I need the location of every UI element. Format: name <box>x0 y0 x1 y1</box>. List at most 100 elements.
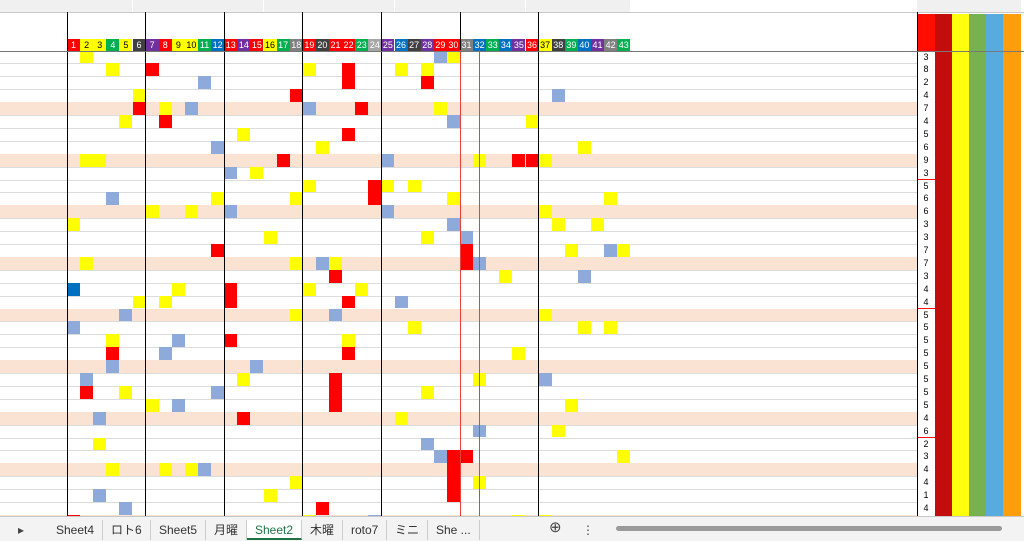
number-cell[interactable] <box>512 153 526 167</box>
number-cell[interactable] <box>433 50 447 64</box>
number-cell[interactable] <box>67 282 81 296</box>
number-cell[interactable] <box>316 360 329 373</box>
number-cell[interactable] <box>355 282 369 296</box>
number-cell[interactable] <box>420 63 434 77</box>
number-cell[interactable] <box>80 153 94 167</box>
number-cell[interactable] <box>106 63 120 77</box>
number-cell[interactable] <box>158 463 172 477</box>
number-cell[interactable] <box>185 373 198 386</box>
number-cell[interactable] <box>368 514 382 516</box>
number-cell[interactable] <box>368 89 381 102</box>
number-cell[interactable] <box>264 296 277 309</box>
number-cell[interactable] <box>290 141 303 154</box>
number-cell[interactable] <box>460 502 473 515</box>
number-cell[interactable] <box>93 153 107 167</box>
number-cell[interactable] <box>119 231 132 244</box>
number-cell[interactable] <box>604 244 618 257</box>
number-cell[interactable] <box>329 308 343 322</box>
number-cell[interactable] <box>316 296 329 309</box>
number-cell[interactable] <box>460 231 474 244</box>
number-cell[interactable] <box>93 476 106 489</box>
number-cell[interactable] <box>342 334 356 348</box>
number-cell[interactable] <box>329 128 342 141</box>
number-cell[interactable] <box>604 399 617 412</box>
number-cell[interactable] <box>172 167 185 180</box>
number-cell[interactable] <box>119 257 132 270</box>
number-cell[interactable] <box>211 231 224 244</box>
number-cell[interactable] <box>433 102 447 115</box>
number-cell[interactable] <box>198 399 211 412</box>
number-cell[interactable] <box>381 153 395 167</box>
number-cell[interactable] <box>368 179 382 193</box>
number-cell[interactable] <box>158 347 172 361</box>
number-cell[interactable] <box>290 412 303 425</box>
number-cell[interactable] <box>132 102 146 115</box>
number-cell[interactable] <box>198 321 211 334</box>
number-cell[interactable] <box>394 411 408 425</box>
number-cell[interactable] <box>145 398 159 412</box>
number-cell[interactable] <box>526 141 539 154</box>
number-cell[interactable] <box>421 425 434 438</box>
number-cell[interactable] <box>538 373 552 386</box>
number-cell[interactable] <box>512 89 525 102</box>
number-cell[interactable] <box>133 154 146 167</box>
number-cell[interactable] <box>368 270 381 283</box>
number-cell[interactable] <box>250 166 264 180</box>
number-cell[interactable] <box>158 115 172 128</box>
number-cell[interactable] <box>106 347 120 361</box>
number-cell[interactable] <box>172 115 185 128</box>
number-cell[interactable] <box>564 244 578 257</box>
number-cell[interactable] <box>263 489 277 502</box>
number-cell[interactable] <box>538 205 552 219</box>
number-cell[interactable] <box>408 412 421 425</box>
number-cell[interactable] <box>211 385 225 399</box>
scroll-thumb[interactable] <box>616 526 1002 531</box>
number-cell[interactable] <box>512 347 526 361</box>
number-cell[interactable] <box>198 347 211 360</box>
number-cell[interactable] <box>172 205 185 218</box>
number-cell[interactable] <box>394 63 408 77</box>
number-cell[interactable] <box>577 140 591 154</box>
number-cell[interactable] <box>159 180 172 193</box>
number-cell[interactable] <box>133 128 146 141</box>
number-cell[interactable] <box>315 502 329 515</box>
number-cell[interactable] <box>420 76 434 90</box>
number-cell[interactable] <box>93 489 107 502</box>
tab-scroll-right-icon[interactable]: ▸ <box>18 523 25 537</box>
number-cell[interactable] <box>302 63 316 77</box>
number-cell[interactable] <box>538 514 552 516</box>
number-cell[interactable] <box>80 476 93 489</box>
number-cell[interactable] <box>106 360 120 373</box>
spreadsheet-grid[interactable]: 1 2 3 4 5 6 7 8 9 10 11 12 13 14 15 16 17 18 19 20 21 22 23 24 2… <box>0 0 1024 516</box>
number-cell[interactable] <box>499 102 512 115</box>
number-cell[interactable] <box>499 269 513 283</box>
number-cell[interactable] <box>446 50 460 64</box>
number-cell[interactable] <box>198 438 211 451</box>
number-cell[interactable] <box>434 205 447 218</box>
number-cell[interactable] <box>171 334 185 348</box>
number-cell[interactable] <box>224 334 238 348</box>
number-cell[interactable] <box>119 115 133 128</box>
number-cell[interactable] <box>289 308 303 322</box>
number-cell[interactable] <box>395 476 408 489</box>
number-cell[interactable] <box>329 425 342 438</box>
number-cell[interactable] <box>237 192 250 205</box>
number-cell[interactable] <box>407 179 421 193</box>
number-cell[interactable] <box>146 244 159 257</box>
number-cell[interactable] <box>446 450 460 464</box>
number-cell[interactable] <box>276 153 290 167</box>
number-cell[interactable] <box>80 373 94 386</box>
number-cell[interactable] <box>381 205 395 219</box>
number-cell[interactable] <box>381 179 395 193</box>
number-cell[interactable] <box>263 231 277 244</box>
tab-5[interactable]: 木曜 <box>302 520 344 540</box>
number-cell[interactable] <box>420 437 434 451</box>
number-cell[interactable] <box>434 502 447 515</box>
number-cell[interactable] <box>106 334 120 348</box>
number-cell[interactable] <box>184 463 198 477</box>
tab-4[interactable]: Sheet2 <box>247 520 303 540</box>
number-cell[interactable] <box>329 463 342 476</box>
number-cell[interactable] <box>499 360 512 373</box>
number-cell[interactable] <box>198 463 212 477</box>
number-cell[interactable] <box>316 231 329 244</box>
